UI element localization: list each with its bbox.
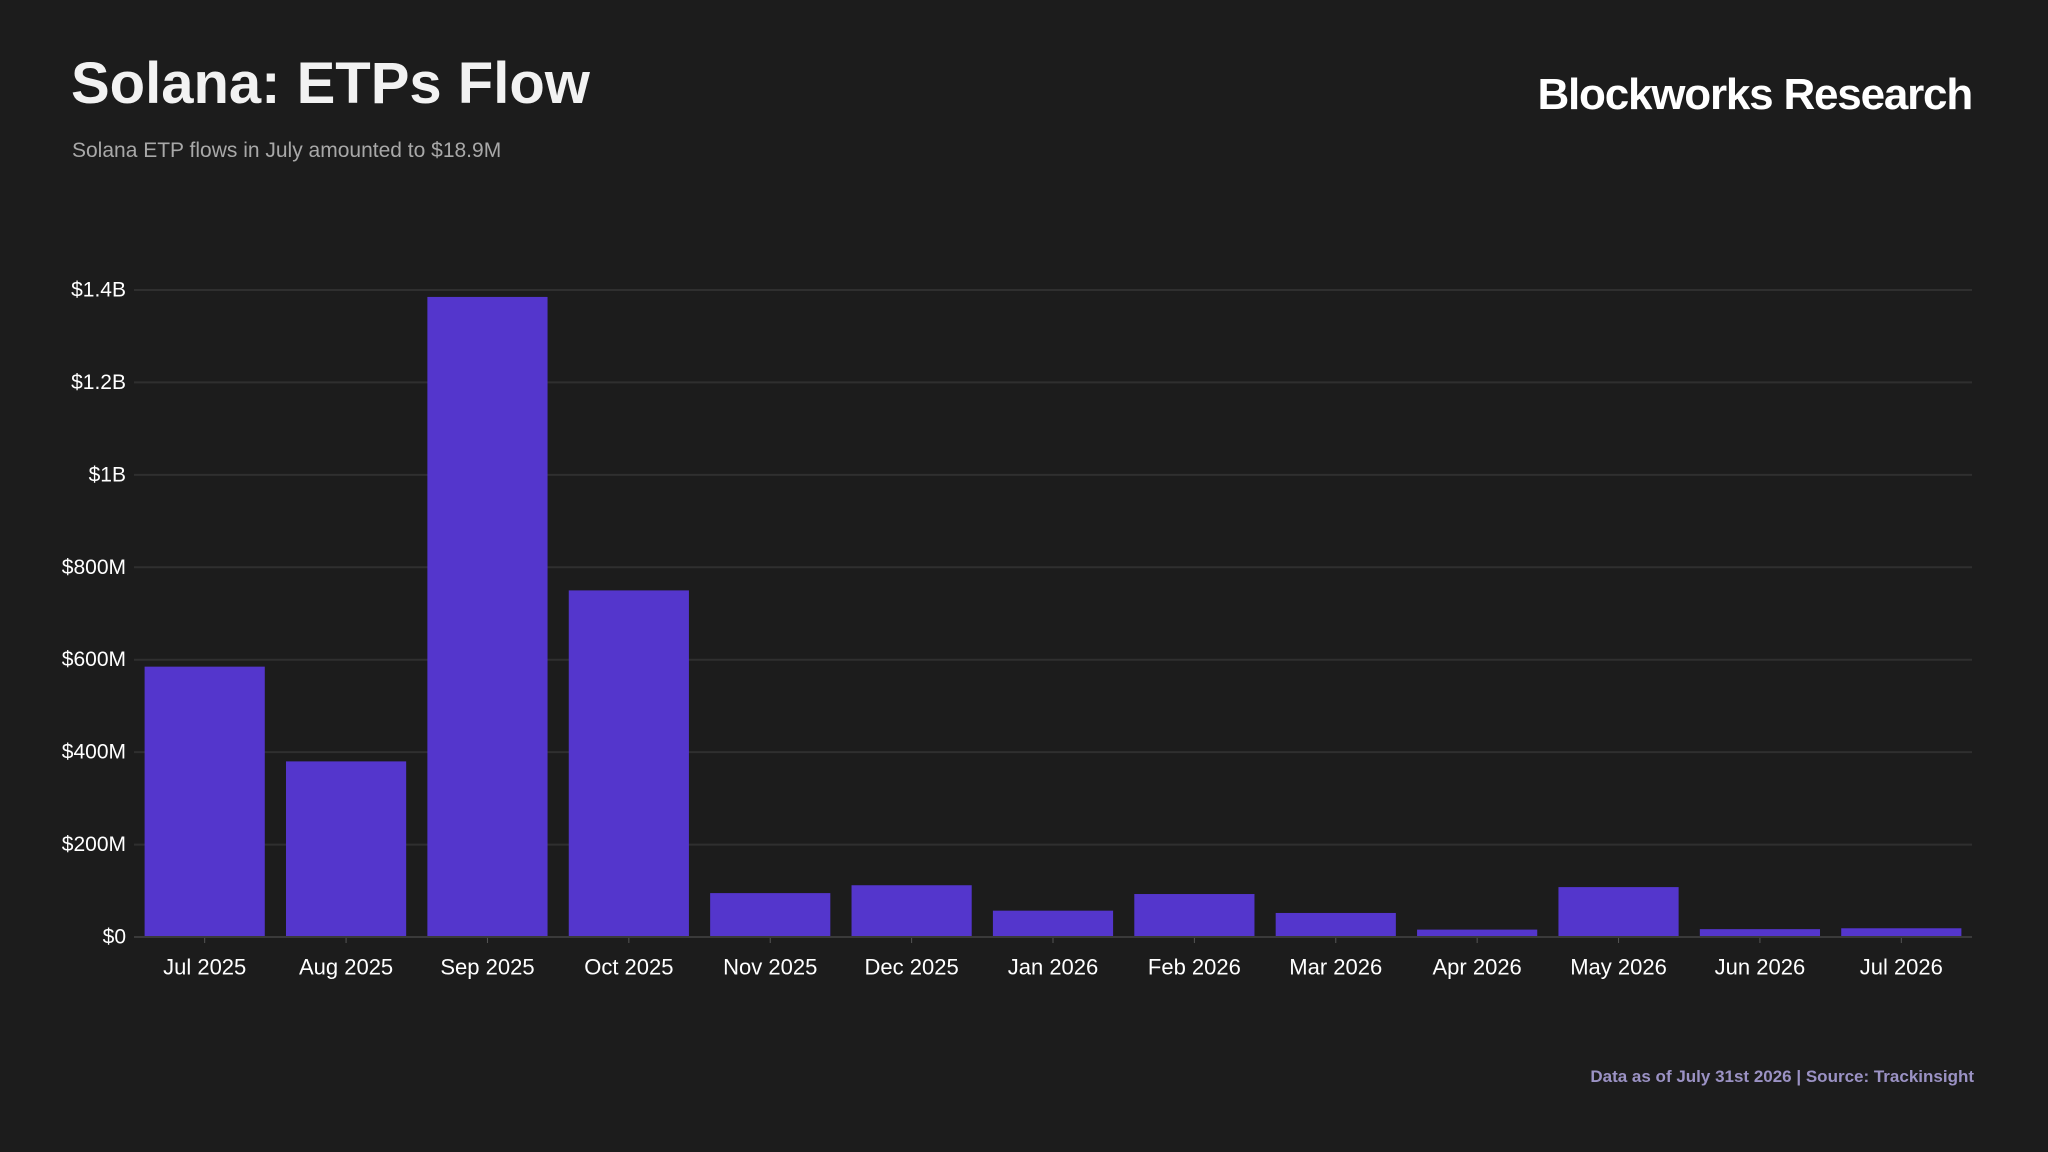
x-tick-label: Jul 2025 (163, 955, 246, 980)
source-note: Data as of July 31st 2026 | Source: Trac… (1590, 1067, 1974, 1086)
x-tick-label: Dec 2025 (865, 955, 959, 980)
bar (285, 761, 407, 937)
x-tick-label: Jul 2026 (1860, 955, 1943, 980)
bar (992, 910, 1114, 937)
y-tick-label: $400M (62, 741, 126, 764)
x-tick-label: May 2026 (1570, 955, 1667, 980)
x-tick-label: Jan 2026 (1008, 955, 1099, 980)
x-tick-label: Nov 2025 (723, 955, 817, 980)
x-tick-label: Aug 2025 (299, 955, 393, 980)
x-tick-label: Sep 2025 (440, 955, 534, 980)
x-tick-label: Feb 2026 (1148, 955, 1241, 980)
chart-title: Solana: ETPs Flow (71, 51, 590, 116)
bar (144, 666, 265, 937)
bar (1275, 912, 1396, 937)
x-tick-label: Jun 2026 (1715, 955, 1806, 980)
y-tick-label: $1.2B (71, 371, 126, 394)
x-axis (134, 936, 1972, 943)
x-tick-label: Apr 2026 (1433, 955, 1522, 980)
gridlines (134, 289, 1972, 846)
bar (851, 885, 972, 937)
bar (1417, 929, 1538, 937)
x-tick-label: Mar 2026 (1289, 955, 1382, 980)
bar (1841, 928, 1962, 937)
bar (710, 893, 831, 937)
x-tick-label: Oct 2025 (584, 955, 673, 980)
bar (568, 590, 689, 937)
y-tick-label: $0 (103, 926, 126, 949)
bar (1134, 894, 1255, 937)
y-tick-label: $800M (62, 556, 126, 579)
y-tick-label: $200M (62, 833, 126, 856)
bars (144, 296, 1962, 937)
brand-logo: Blockworks Research (1537, 70, 1973, 119)
bar (1699, 929, 1821, 937)
bar (1558, 887, 1679, 937)
y-tick-label: $1.4B (71, 279, 126, 302)
y-tick-label: $600M (62, 648, 126, 671)
axis-labels: $0 $200M $400M $600M $800M $1B $1.2B $1.4B Jul 2… (62, 279, 1943, 980)
bar (427, 296, 548, 937)
chart-subtitle: Solana ETP flows in July amounted to $18… (72, 139, 502, 162)
y-tick-label: $1B (89, 463, 126, 486)
